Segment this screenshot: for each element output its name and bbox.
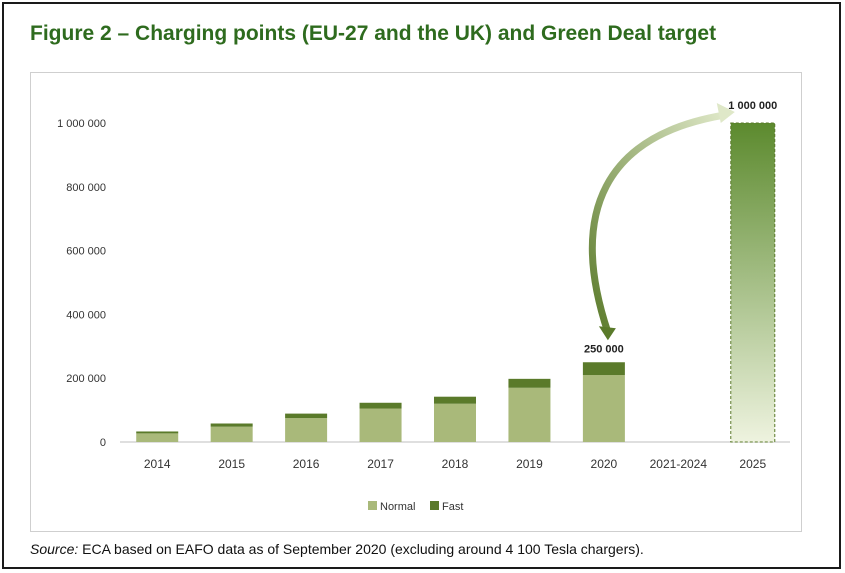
x-tick-label: 2014 (144, 457, 171, 471)
source-label: Source: (30, 541, 79, 557)
x-tick-label: 2015 (218, 457, 245, 471)
bar-fast-2019 (508, 378, 551, 388)
bar-fast-2014 (136, 431, 179, 434)
legend-label-normal: Normal (380, 501, 415, 513)
y-tick-label: 400 000 (66, 309, 106, 321)
x-tick-label: 2021-2024 (650, 457, 708, 471)
bar-fast-2020 (582, 362, 625, 376)
chart-area (30, 72, 802, 532)
bar-target-2025 (730, 122, 776, 443)
source-text: ECA based on EAFO data as of September 2… (82, 541, 644, 557)
annotation-value-label: 250 000 (584, 343, 624, 355)
bar-normal-2019 (508, 387, 551, 442)
x-tick-label: 2017 (367, 457, 394, 471)
target-value-label: 1 000 000 (728, 100, 777, 112)
y-tick-label: 0 (100, 437, 106, 449)
bar-fast-2015 (210, 423, 253, 427)
legend-label-fast: Fast (442, 501, 463, 513)
growth-arrowhead (716, 103, 735, 123)
bar-normal-2014 (136, 433, 179, 442)
growth-arrow (588, 111, 729, 336)
growth-arrow-tail (598, 326, 616, 341)
legend-swatch-normal (368, 501, 377, 510)
bar-fast-2017 (359, 402, 402, 409)
bar-normal-2018 (434, 403, 476, 442)
figure-title: Figure 2 – Charging points (EU-27 and th… (30, 22, 717, 45)
bar-normal-2016 (285, 418, 328, 442)
x-tick-label: 2016 (293, 457, 320, 471)
bar-normal-2015 (210, 426, 253, 442)
y-tick-label: 600 000 (66, 246, 106, 258)
x-tick-label: 2025 (739, 457, 766, 471)
bar-normal-2017 (359, 408, 402, 442)
y-tick-label: 1 000 000 (57, 118, 106, 130)
legend-swatch-fast (430, 501, 439, 510)
bar-normal-2020 (582, 375, 625, 442)
x-tick-label: 2018 (442, 457, 469, 471)
source-note: Source: ECA based on EAFO data as of Sep… (30, 541, 644, 557)
y-tick-label: 800 000 (66, 182, 106, 194)
bar-fast-2016 (285, 413, 328, 419)
x-tick-label: 2019 (516, 457, 543, 471)
bar-fast-2018 (434, 396, 476, 404)
y-tick-label: 200 000 (66, 373, 106, 385)
x-tick-label: 2020 (591, 457, 618, 471)
